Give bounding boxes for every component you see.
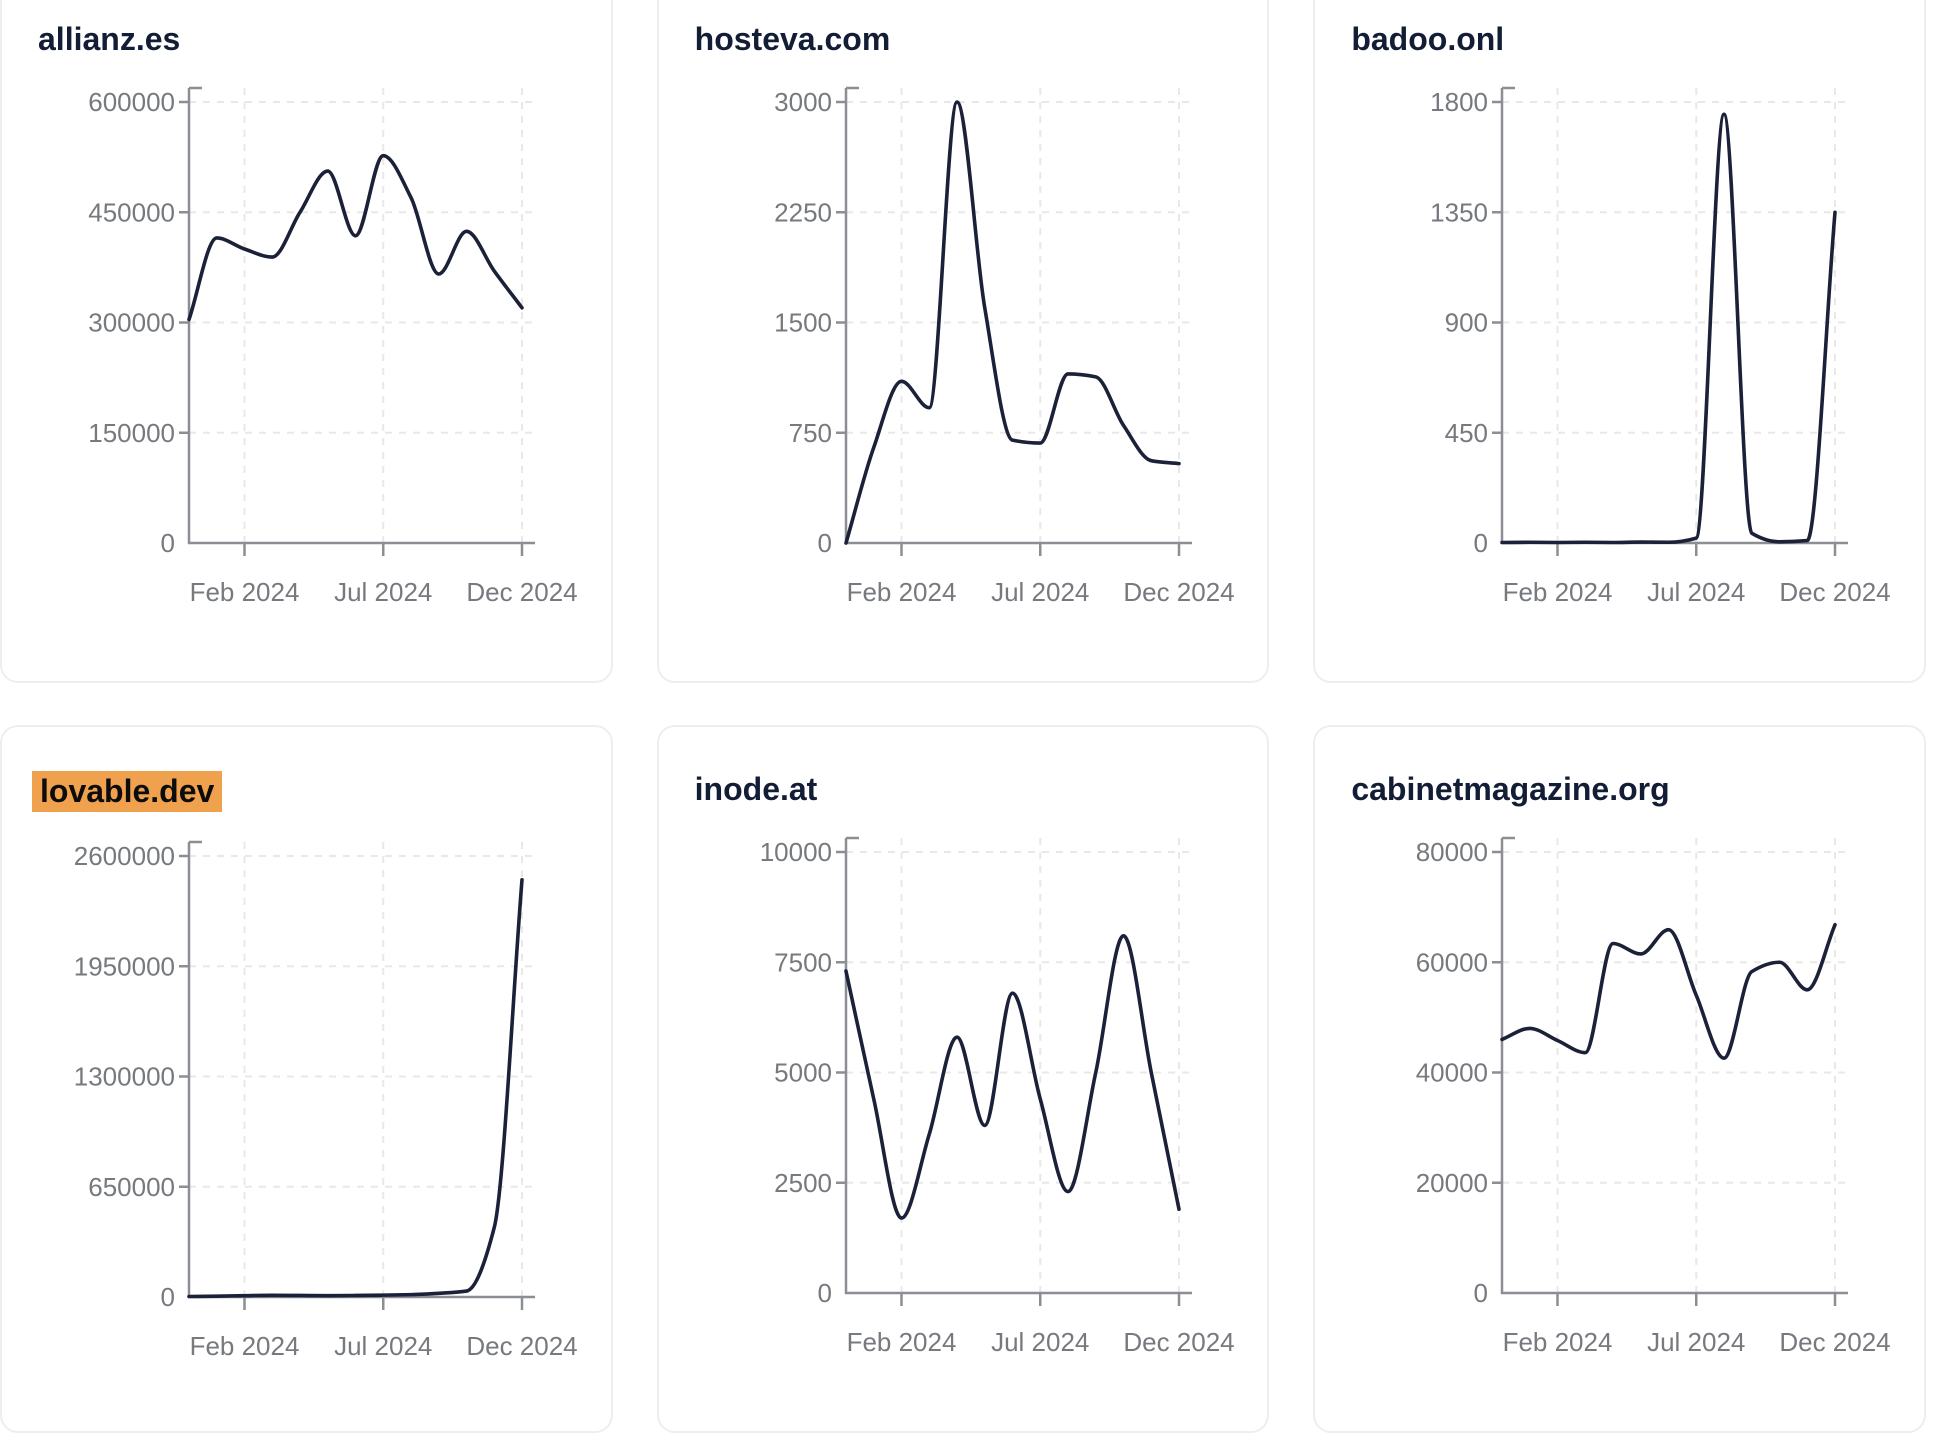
chart-card-cabinetmagazine.org: cabinetmagazine.org 0 20000 40000 60000 8000…: [1313, 725, 1926, 1433]
chart-title: hosteva.com: [694, 21, 891, 57]
chart-card-inode.at: inode.at 0 2500 5000 7500 10000 Feb 2024 Jul 2…: [656, 725, 1270, 1433]
chart-title: inode.at: [694, 771, 818, 807]
x-tick-label: Jul 2024: [334, 577, 432, 607]
y-tick-label: 2500: [774, 1168, 832, 1198]
series-line: [1500, 922, 1838, 1060]
chart-card-allianz.es: allianz.es 0 150000 300000 450000 600000 Feb …: [0, 0, 613, 683]
y-tick-label: 900: [1445, 307, 1488, 337]
x-tick-label: Jul 2024: [1647, 577, 1745, 607]
series-line: [187, 877, 524, 1299]
x-tick-label: Jul 2024: [334, 1331, 432, 1361]
y-tick-label: 1350: [1430, 197, 1488, 227]
y-tick-label: 1950000: [74, 951, 175, 981]
line-chart-canvas: 0 150000 300000 450000 600000 Feb 2024 Jul 202…: [88, 86, 578, 607]
chart-title: badoo.onl: [1351, 21, 1505, 57]
x-tick-label: Dec 2024: [1123, 577, 1234, 607]
x-tick-label: Jul 2024: [991, 577, 1089, 607]
series-line: [187, 153, 524, 322]
x-tick-label: Jul 2024: [1647, 1327, 1745, 1357]
x-tick-label: Feb 2024: [1503, 577, 1613, 607]
chart-card-lovable.dev: lovable.dev 0 650000 1300000 1950000 2600000…: [0, 725, 613, 1433]
y-tick-label: 450: [1445, 418, 1488, 448]
chart-title: cabinetmagazine.org: [1351, 771, 1670, 807]
y-tick-label: 2600000: [74, 841, 175, 871]
x-tick-label: Feb 2024: [190, 1331, 300, 1361]
y-tick-label: 7500: [774, 947, 832, 977]
x-tick-label: Jul 2024: [991, 1327, 1089, 1357]
series-line: [1500, 112, 1838, 545]
y-tick-label: 0: [161, 528, 175, 558]
chart-title-highlighted: lovable.dev: [32, 771, 223, 812]
x-tick-label: Dec 2024: [466, 1331, 577, 1361]
line-chart-canvas: 0 450 900 1350 1800 Feb 2024 Jul 2024 Dec 2024: [1430, 86, 1891, 607]
chart-card-badoo.onl: badoo.onl 0 450 900 1350 1800 Feb 2024 Jul 202…: [1313, 0, 1926, 683]
y-tick-label: 60000: [1416, 947, 1488, 977]
series-line: [843, 933, 1181, 1220]
y-tick-label: 0: [817, 1278, 831, 1308]
y-tick-label: 650000: [88, 1172, 175, 1202]
chart-title: allianz.es: [38, 21, 181, 57]
y-tick-label: 450000: [88, 197, 175, 227]
y-tick-label: 300000: [88, 307, 175, 337]
y-tick-label: 0: [1474, 1278, 1488, 1308]
line-chart-canvas: 0 20000 40000 60000 80000 Feb 2024 Jul 2024 Dec…: [1416, 836, 1891, 1357]
x-tick-label: Dec 2024: [1780, 1327, 1891, 1357]
x-tick-label: Dec 2024: [1123, 1327, 1234, 1357]
y-tick-label: 2250: [774, 197, 832, 227]
x-tick-label: Feb 2024: [846, 577, 956, 607]
y-tick-label: 150000: [88, 418, 175, 448]
y-tick-label: 20000: [1416, 1168, 1488, 1198]
y-tick-label: 1500: [774, 307, 832, 337]
line-chart-canvas: 0 650000 1300000 1950000 2600000 Feb 2024 Jul …: [74, 840, 578, 1361]
y-tick-label: 750: [788, 418, 831, 448]
y-tick-label: 0: [161, 1282, 175, 1312]
y-tick-label: 3000: [774, 87, 832, 117]
y-tick-label: 5000: [774, 1057, 832, 1087]
y-tick-label: 1800: [1430, 87, 1488, 117]
y-tick-label: 40000: [1416, 1057, 1488, 1087]
x-tick-label: Feb 2024: [846, 1327, 956, 1357]
line-chart-canvas: 0 2500 5000 7500 10000 Feb 2024 Jul 2024 Dec 20…: [759, 836, 1234, 1357]
y-tick-label: 10000: [759, 837, 831, 867]
y-tick-label: 1300000: [74, 1061, 175, 1091]
series-line: [843, 99, 1181, 545]
y-tick-label: 0: [1474, 528, 1488, 558]
line-chart-canvas: 0 750 1500 2250 3000 Feb 2024 Jul 2024 Dec 2024: [774, 86, 1234, 607]
x-tick-label: Dec 2024: [466, 577, 577, 607]
x-tick-label: Feb 2024: [1503, 1327, 1613, 1357]
y-tick-label: 0: [817, 528, 831, 558]
x-tick-label: Dec 2024: [1780, 577, 1891, 607]
y-tick-label: 80000: [1416, 837, 1488, 867]
chart-card-hosteva.com: hosteva.com 0 750 1500 2250 3000 Feb 2024 Jul …: [656, 0, 1270, 683]
y-tick-label: 600000: [88, 87, 175, 117]
x-tick-label: Feb 2024: [190, 577, 300, 607]
